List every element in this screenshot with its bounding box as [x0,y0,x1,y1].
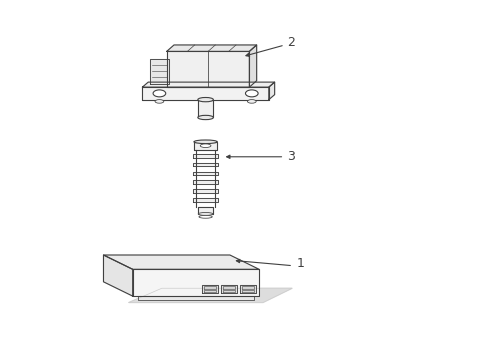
Polygon shape [240,285,255,293]
Polygon shape [198,207,213,214]
Ellipse shape [155,100,163,103]
Polygon shape [202,285,217,293]
Polygon shape [193,198,217,202]
Polygon shape [132,269,259,296]
Polygon shape [193,180,217,184]
Polygon shape [166,51,249,87]
Polygon shape [142,82,274,87]
Polygon shape [193,154,217,158]
Polygon shape [222,287,235,289]
Polygon shape [193,172,217,175]
Polygon shape [241,287,254,289]
Ellipse shape [198,98,213,102]
Polygon shape [221,285,236,293]
Polygon shape [249,45,256,87]
Ellipse shape [245,90,258,97]
Ellipse shape [199,215,212,218]
Text: 3: 3 [286,150,294,163]
Polygon shape [142,87,268,100]
Ellipse shape [198,115,213,120]
Ellipse shape [153,90,165,97]
Ellipse shape [200,144,210,148]
Polygon shape [222,290,235,292]
Polygon shape [166,45,256,51]
Ellipse shape [247,100,256,103]
Polygon shape [137,296,254,300]
Text: 1: 1 [296,257,304,270]
Polygon shape [203,290,216,292]
Polygon shape [194,142,217,150]
Ellipse shape [194,140,217,144]
Polygon shape [241,290,254,292]
Polygon shape [268,82,274,100]
Polygon shape [203,287,216,289]
Polygon shape [103,255,259,269]
Polygon shape [193,189,217,193]
Polygon shape [103,255,132,296]
Text: 2: 2 [286,36,294,49]
Polygon shape [193,163,217,166]
Ellipse shape [198,212,213,215]
Polygon shape [198,100,213,117]
Polygon shape [149,59,169,84]
Polygon shape [128,288,291,302]
